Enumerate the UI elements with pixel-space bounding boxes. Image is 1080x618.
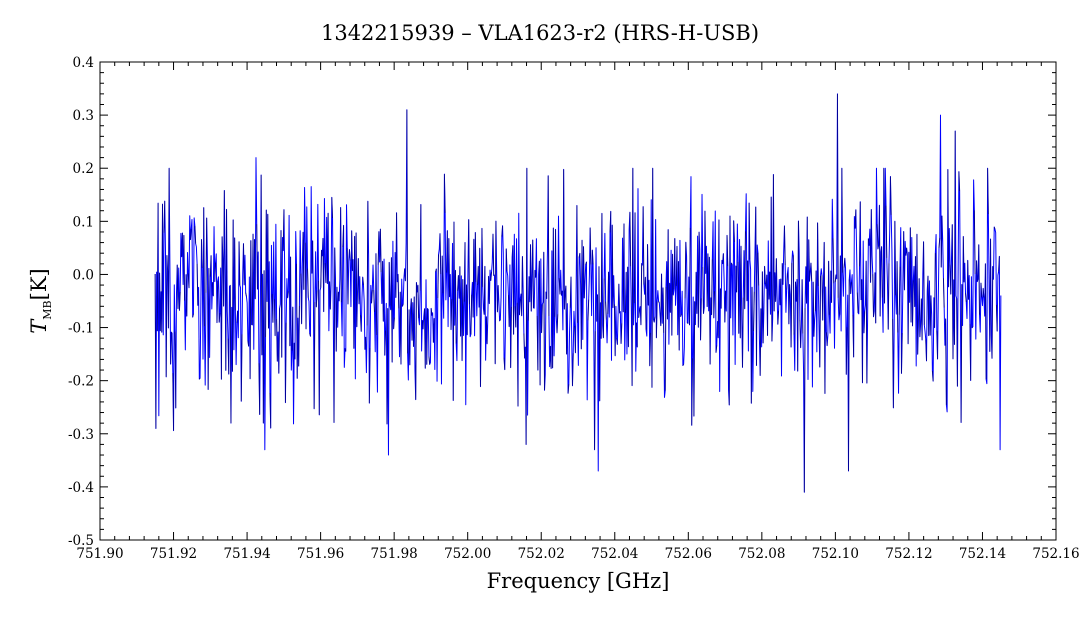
y-axis-title-main: T [27, 318, 51, 334]
x-tick-label: 752.00 [444, 546, 491, 562]
x-axis-ticks [99, 62, 1057, 540]
x-tick-label: 752.06 [665, 546, 712, 562]
y-tick-label: -0.5 [68, 533, 94, 549]
y-tick-label: 0.3 [73, 108, 94, 124]
spectrum-line [154, 93, 1002, 493]
spectrum-step-edges [154, 93, 1000, 493]
y-tick-label: 0.1 [73, 214, 94, 230]
x-axis-tick-labels: 751.90 751.92 751.94 751.96 751.98 752.00 752.… [76, 546, 1079, 562]
x-tick-label: 751.96 [297, 546, 344, 562]
x-tick-label: 752.14 [959, 546, 1006, 562]
y-axis-title-sub: MB [41, 300, 54, 319]
x-tick-label: 751.94 [223, 546, 270, 562]
y-tick-label: -0.4 [68, 480, 94, 496]
y-axis-tick-labels: -0.5 -0.4 -0.3 -0.2 -0.1 0.0 0.1 0.2 0.3 0.4 [68, 55, 94, 549]
x-tick-label: 751.98 [371, 546, 418, 562]
x-tick-label: 752.16 [1032, 546, 1079, 562]
y-tick-label: -0.3 [68, 427, 94, 443]
series-group [154, 93, 1002, 493]
x-axis-title: Frequency [GHz] [487, 569, 670, 593]
x-tick-label: 752.12 [885, 546, 932, 562]
y-tick-label: 0.4 [73, 55, 94, 71]
x-tick-label: 751.90 [76, 546, 123, 562]
y-axis-title: TMB[K] [27, 268, 54, 333]
plot-frame [99, 61, 1057, 541]
x-tick-label: 751.92 [150, 546, 197, 562]
x-tick-label: 752.10 [812, 546, 859, 562]
y-tick-label: -0.1 [68, 321, 94, 337]
y-axis-ticks [100, 61, 1056, 541]
y-tick-label: -0.2 [68, 374, 94, 390]
svg-text:TMB[K]: TMB[K] [27, 268, 54, 333]
x-tick-label: 752.02 [518, 546, 565, 562]
chart-title: 1342215939 – VLA1623-r2 (HRS-H-USB) [321, 21, 759, 45]
x-tick-label: 752.08 [738, 546, 785, 562]
y-axis-title-unit: [K] [27, 268, 51, 300]
y-tick-label: 0.0 [73, 267, 94, 283]
x-tick-label: 752.04 [591, 546, 638, 562]
y-tick-label: 0.2 [73, 161, 94, 177]
